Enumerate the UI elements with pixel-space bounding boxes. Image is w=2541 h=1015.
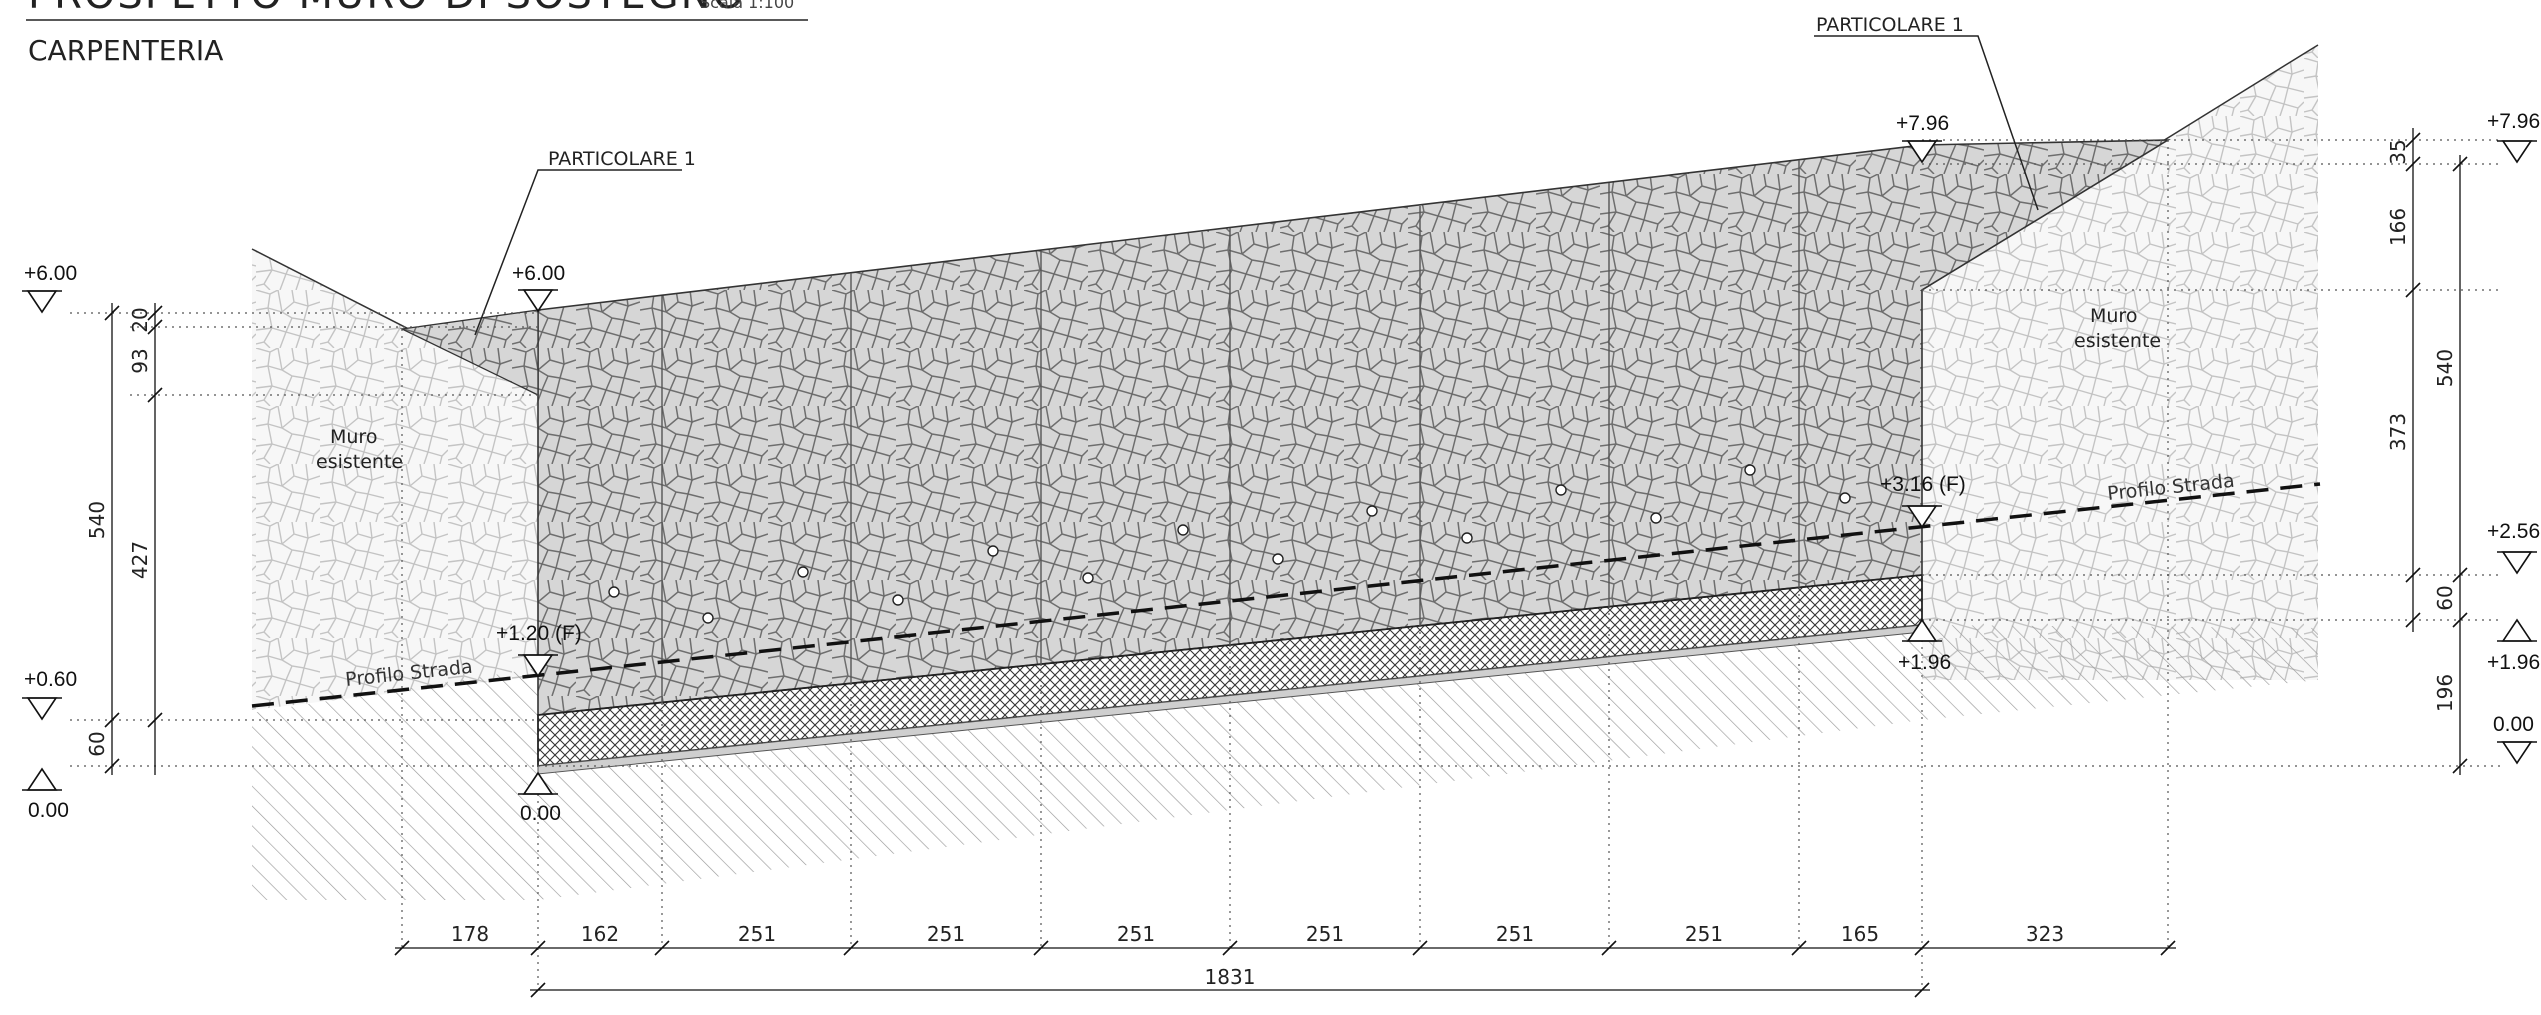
dim-right-60: 60 <box>2433 585 2457 610</box>
dim-bottom-seg-2: 162 <box>581 922 619 946</box>
level-marker-right-mid <box>2501 618 2533 642</box>
existing-wall-right <box>1922 45 2318 680</box>
level-wall-left-road: +1.20 (F) <box>496 622 582 645</box>
level-wall-right-base: +1.96 <box>1898 651 1951 674</box>
existing-wall-left <box>252 249 538 710</box>
dim-right-35: 35 <box>2386 139 2410 164</box>
level-left-mid: +0.60 <box>24 668 77 691</box>
existing-wall-label-left-1: Muro <box>330 426 377 448</box>
dim-bottom-seg-3: 251 <box>738 922 776 946</box>
level-marker-wall-left-top <box>522 289 554 313</box>
dim-bottom-seg-1: 178 <box>451 922 489 946</box>
level-right-bottom: 0.00 <box>2493 713 2534 736</box>
extension-lines <box>70 139 2500 990</box>
stone-wall-top-wedge-left <box>399 309 539 397</box>
existing-wall-label-right-1: Muro <box>2090 305 2137 327</box>
drawing-title: PROSPETTO MURO DI SOSTEGNO <box>28 0 746 18</box>
detail-label-left: PARTICOLARE 1 <box>548 148 696 170</box>
dim-right-166: 166 <box>2386 208 2410 246</box>
level-wall-right-road: +3.16 (F) <box>1880 473 1966 496</box>
level-marker-right-bottom <box>2501 741 2533 765</box>
dim-bottom-seg-6: 251 <box>1306 922 1344 946</box>
existing-wall-label-right-2: esistente <box>2074 330 2161 352</box>
level-marker-right-top <box>2501 140 2533 164</box>
drawing-scale: Scala 1:100 <box>700 0 794 12</box>
level-marker-left-top <box>26 290 58 314</box>
level-left-bottom: 0.00 <box>28 799 69 822</box>
dim-bottom-seg-7: 251 <box>1496 922 1534 946</box>
level-marker-left-bottom <box>26 767 58 791</box>
level-right-top: +7.96 <box>2487 110 2540 133</box>
level-marker-right-road <box>2501 551 2533 575</box>
ground-hatch-left <box>252 668 538 900</box>
dim-bottom-seg-8: 251 <box>1685 922 1723 946</box>
dim-right-540: 540 <box>2433 349 2457 387</box>
dim-left-60: 60 <box>85 731 109 756</box>
level-right-road: +2.56 <box>2487 520 2540 543</box>
existing-wall-label-left-2: esistente <box>316 451 403 473</box>
dim-left-93: 93 <box>128 348 152 373</box>
left-dimension-chain <box>104 303 163 775</box>
level-left-top: +6.00 <box>24 262 77 285</box>
dim-right-196: 196 <box>2433 674 2457 712</box>
construction-joints <box>661 160 1800 703</box>
detail-leader-right <box>1814 35 2039 211</box>
bottom-dimension-chain <box>394 940 2176 998</box>
dim-bottom-seg-9: 165 <box>1841 922 1879 946</box>
dim-bottom-seg-10: 323 <box>2026 922 2064 946</box>
detail-label-right: PARTICOLARE 1 <box>1816 14 1964 36</box>
dim-bottom-seg-5: 251 <box>1117 922 1155 946</box>
dim-left-427: 427 <box>128 541 152 579</box>
dim-left-20: 20 <box>128 307 152 332</box>
drain-holes <box>608 464 1851 624</box>
dim-bottom-seg-4: 251 <box>927 922 965 946</box>
level-wall-right-top: +7.96 <box>1896 112 1949 135</box>
level-wall-left-top: +6.00 <box>512 262 565 285</box>
dim-right-373: 373 <box>2386 413 2410 451</box>
right-dimension-chain <box>2405 128 2468 775</box>
dim-bottom-total: 1831 <box>1205 965 1256 989</box>
road-profile-line <box>251 482 2321 708</box>
dim-left-total: 540 <box>85 501 109 539</box>
drawing-subtitle: CARPENTERIA <box>28 34 223 67</box>
level-wall-left-base: 0.00 <box>520 802 561 825</box>
ground-hatch-main <box>538 625 2318 900</box>
level-right-mid: +1.96 <box>2487 651 2540 674</box>
level-marker-left-mid <box>26 697 58 721</box>
detail-leader-left <box>474 169 682 336</box>
